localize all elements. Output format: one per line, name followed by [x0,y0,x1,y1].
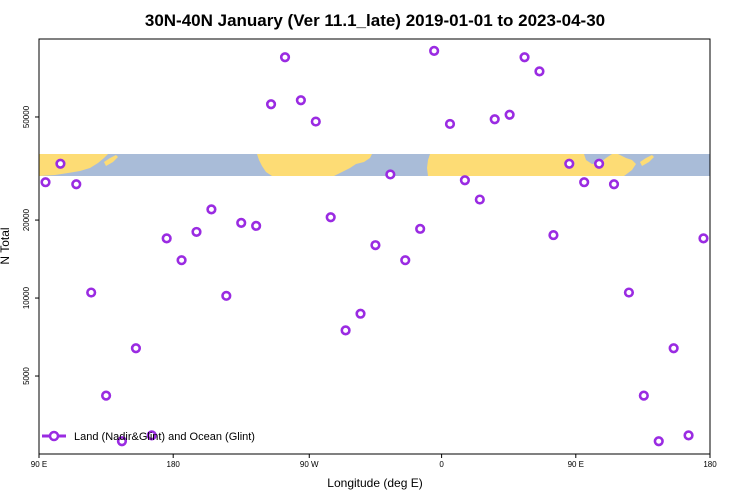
data-point [519,52,530,63]
data-point [489,114,500,125]
data-point [295,95,306,106]
chart-title: 30N-40N January (Ver 11.1_late) 2019-01-… [145,11,605,30]
data-point [474,194,485,205]
data-point [653,436,664,447]
data-point [429,45,440,56]
data-point [161,233,172,244]
data-point [564,158,575,169]
data-point [146,430,157,441]
data-point [698,233,709,244]
data-point [251,220,262,231]
data-point [40,177,51,188]
x-tick-label: 90 W [300,460,319,469]
data-point [130,343,142,354]
data-point [593,158,605,169]
x-tick-label: 90 E [31,460,47,469]
data-point [608,179,620,190]
data-point [548,229,559,241]
land-japan-right [640,155,654,166]
x-tick-label: 180 [167,460,181,469]
data-point [370,240,381,251]
data-point [116,436,128,447]
data-point [623,287,635,298]
legend-marker [48,430,60,442]
x-tick-label: 180 [703,460,717,469]
data-point [221,290,232,301]
data-point [444,118,456,130]
data-point [415,223,426,234]
x-axis-label: Longitude (deg E) [327,476,422,490]
data-point [310,116,321,127]
data-point [55,158,66,169]
data-point [236,217,247,229]
plot-frame [38,38,711,455]
y-tick-label: 10000 [22,286,31,309]
data-point [191,226,202,238]
y-tick-label: 50000 [22,105,31,128]
data-point [638,390,649,401]
data-point [385,169,396,180]
data-point [340,325,351,336]
data-point [683,430,694,441]
data-point [668,343,679,354]
x-tick-label: 0 [439,460,444,469]
data-point [504,109,515,120]
data-point [265,99,277,110]
data-points [40,45,709,447]
data-point [579,177,590,188]
data-point [325,212,336,223]
data-point [355,308,366,319]
land-japan [104,155,118,166]
y-axis-ticks: 5000 10000 20000 50000 [22,105,39,385]
data-point [176,255,187,266]
data-point [206,204,217,215]
land-eurasia-africa [427,154,636,176]
data-point [86,287,97,298]
world-map-strip [39,154,710,176]
data-point [100,390,112,401]
data-point [71,179,82,190]
y-tick-label: 20000 [22,208,31,231]
data-point [279,52,291,63]
land-north-america [257,154,372,176]
legend: Land (Nadir&Glint) and Ocean (Glint) [42,430,255,443]
data-point [534,66,545,77]
data-point [400,255,411,266]
y-axis-label: N Total [0,227,12,264]
y-tick-label: 5000 [22,367,31,385]
x-axis-ticks: 90 E 180 90 W 0 90 E 180 [31,454,717,469]
land-east-asia [39,154,108,176]
legend-label: Land (Nadir&Glint) and Ocean (Glint) [74,431,255,443]
x-tick-label: 90 E [568,460,584,469]
data-point [459,175,470,186]
